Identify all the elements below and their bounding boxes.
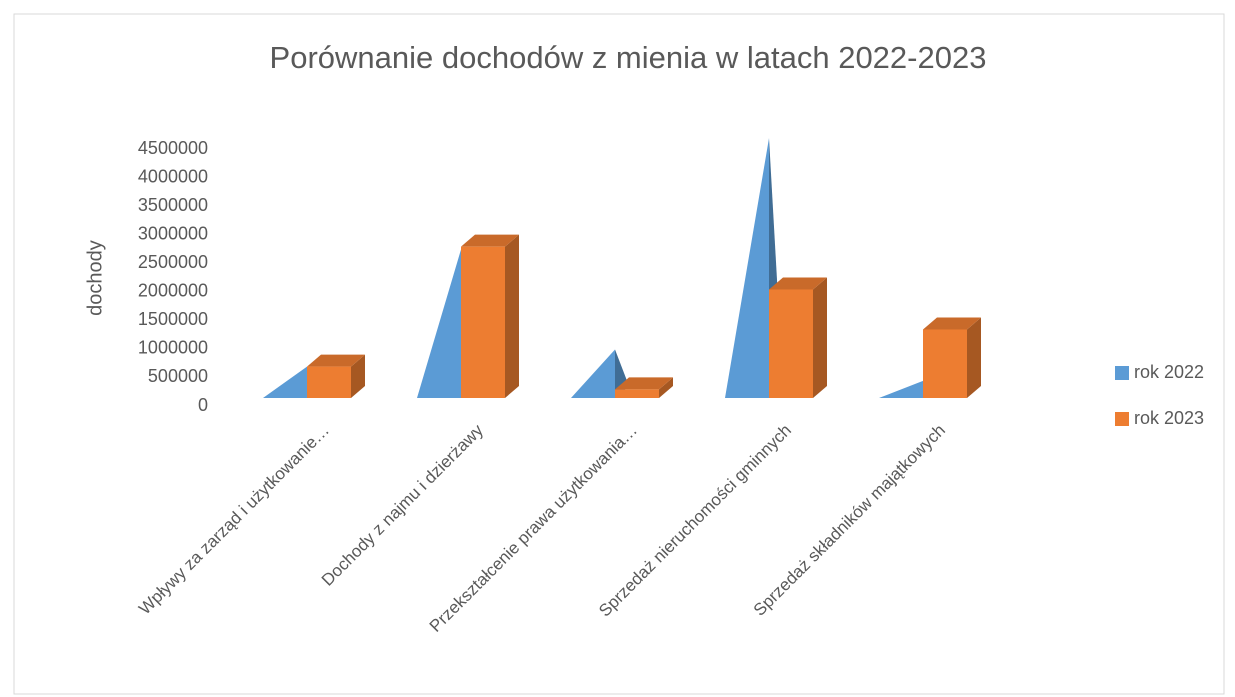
column-front bbox=[461, 246, 505, 398]
y-tick-label: 4000000 bbox=[138, 166, 208, 186]
y-tick-label: 3500000 bbox=[138, 195, 208, 215]
column-front bbox=[769, 289, 813, 398]
column-top bbox=[615, 377, 673, 390]
column-front bbox=[923, 329, 967, 398]
y-tick-label: 2000000 bbox=[138, 281, 208, 301]
pyramid-front bbox=[725, 138, 769, 398]
column-side bbox=[813, 277, 827, 398]
column-front bbox=[307, 366, 351, 398]
y-tick-label: 4500000 bbox=[138, 138, 208, 158]
column-top bbox=[307, 354, 365, 367]
y-tick-label: 0 bbox=[198, 395, 208, 415]
pyramid-front bbox=[571, 349, 615, 398]
y-tick-label: 3000000 bbox=[138, 223, 208, 243]
legend-label: rok 2022 bbox=[1134, 362, 1204, 382]
y-tick-label: 1500000 bbox=[138, 309, 208, 329]
column-side bbox=[351, 354, 365, 398]
pyramid-front bbox=[263, 366, 307, 398]
legend-label: rok 2023 bbox=[1134, 408, 1204, 428]
chart-frame bbox=[13, 13, 1225, 695]
y-tick-label: 500000 bbox=[148, 366, 208, 386]
y-tick-label: 1000000 bbox=[138, 338, 208, 358]
y-tick-label: 2500000 bbox=[138, 252, 208, 272]
column-side bbox=[505, 234, 519, 398]
column-side bbox=[967, 317, 981, 398]
y-axis-label: dochody bbox=[84, 240, 106, 316]
pyramid-front bbox=[417, 249, 461, 398]
column-side bbox=[659, 377, 673, 398]
column-front bbox=[615, 389, 659, 398]
chart-title: Porównanie dochodów z mienia w latach 20… bbox=[270, 40, 987, 75]
column-top bbox=[461, 234, 519, 247]
column-top bbox=[923, 317, 981, 330]
legend-swatch bbox=[1115, 366, 1129, 380]
column-top bbox=[769, 277, 827, 290]
legend-swatch bbox=[1115, 412, 1129, 426]
pyramid-front bbox=[879, 380, 923, 398]
